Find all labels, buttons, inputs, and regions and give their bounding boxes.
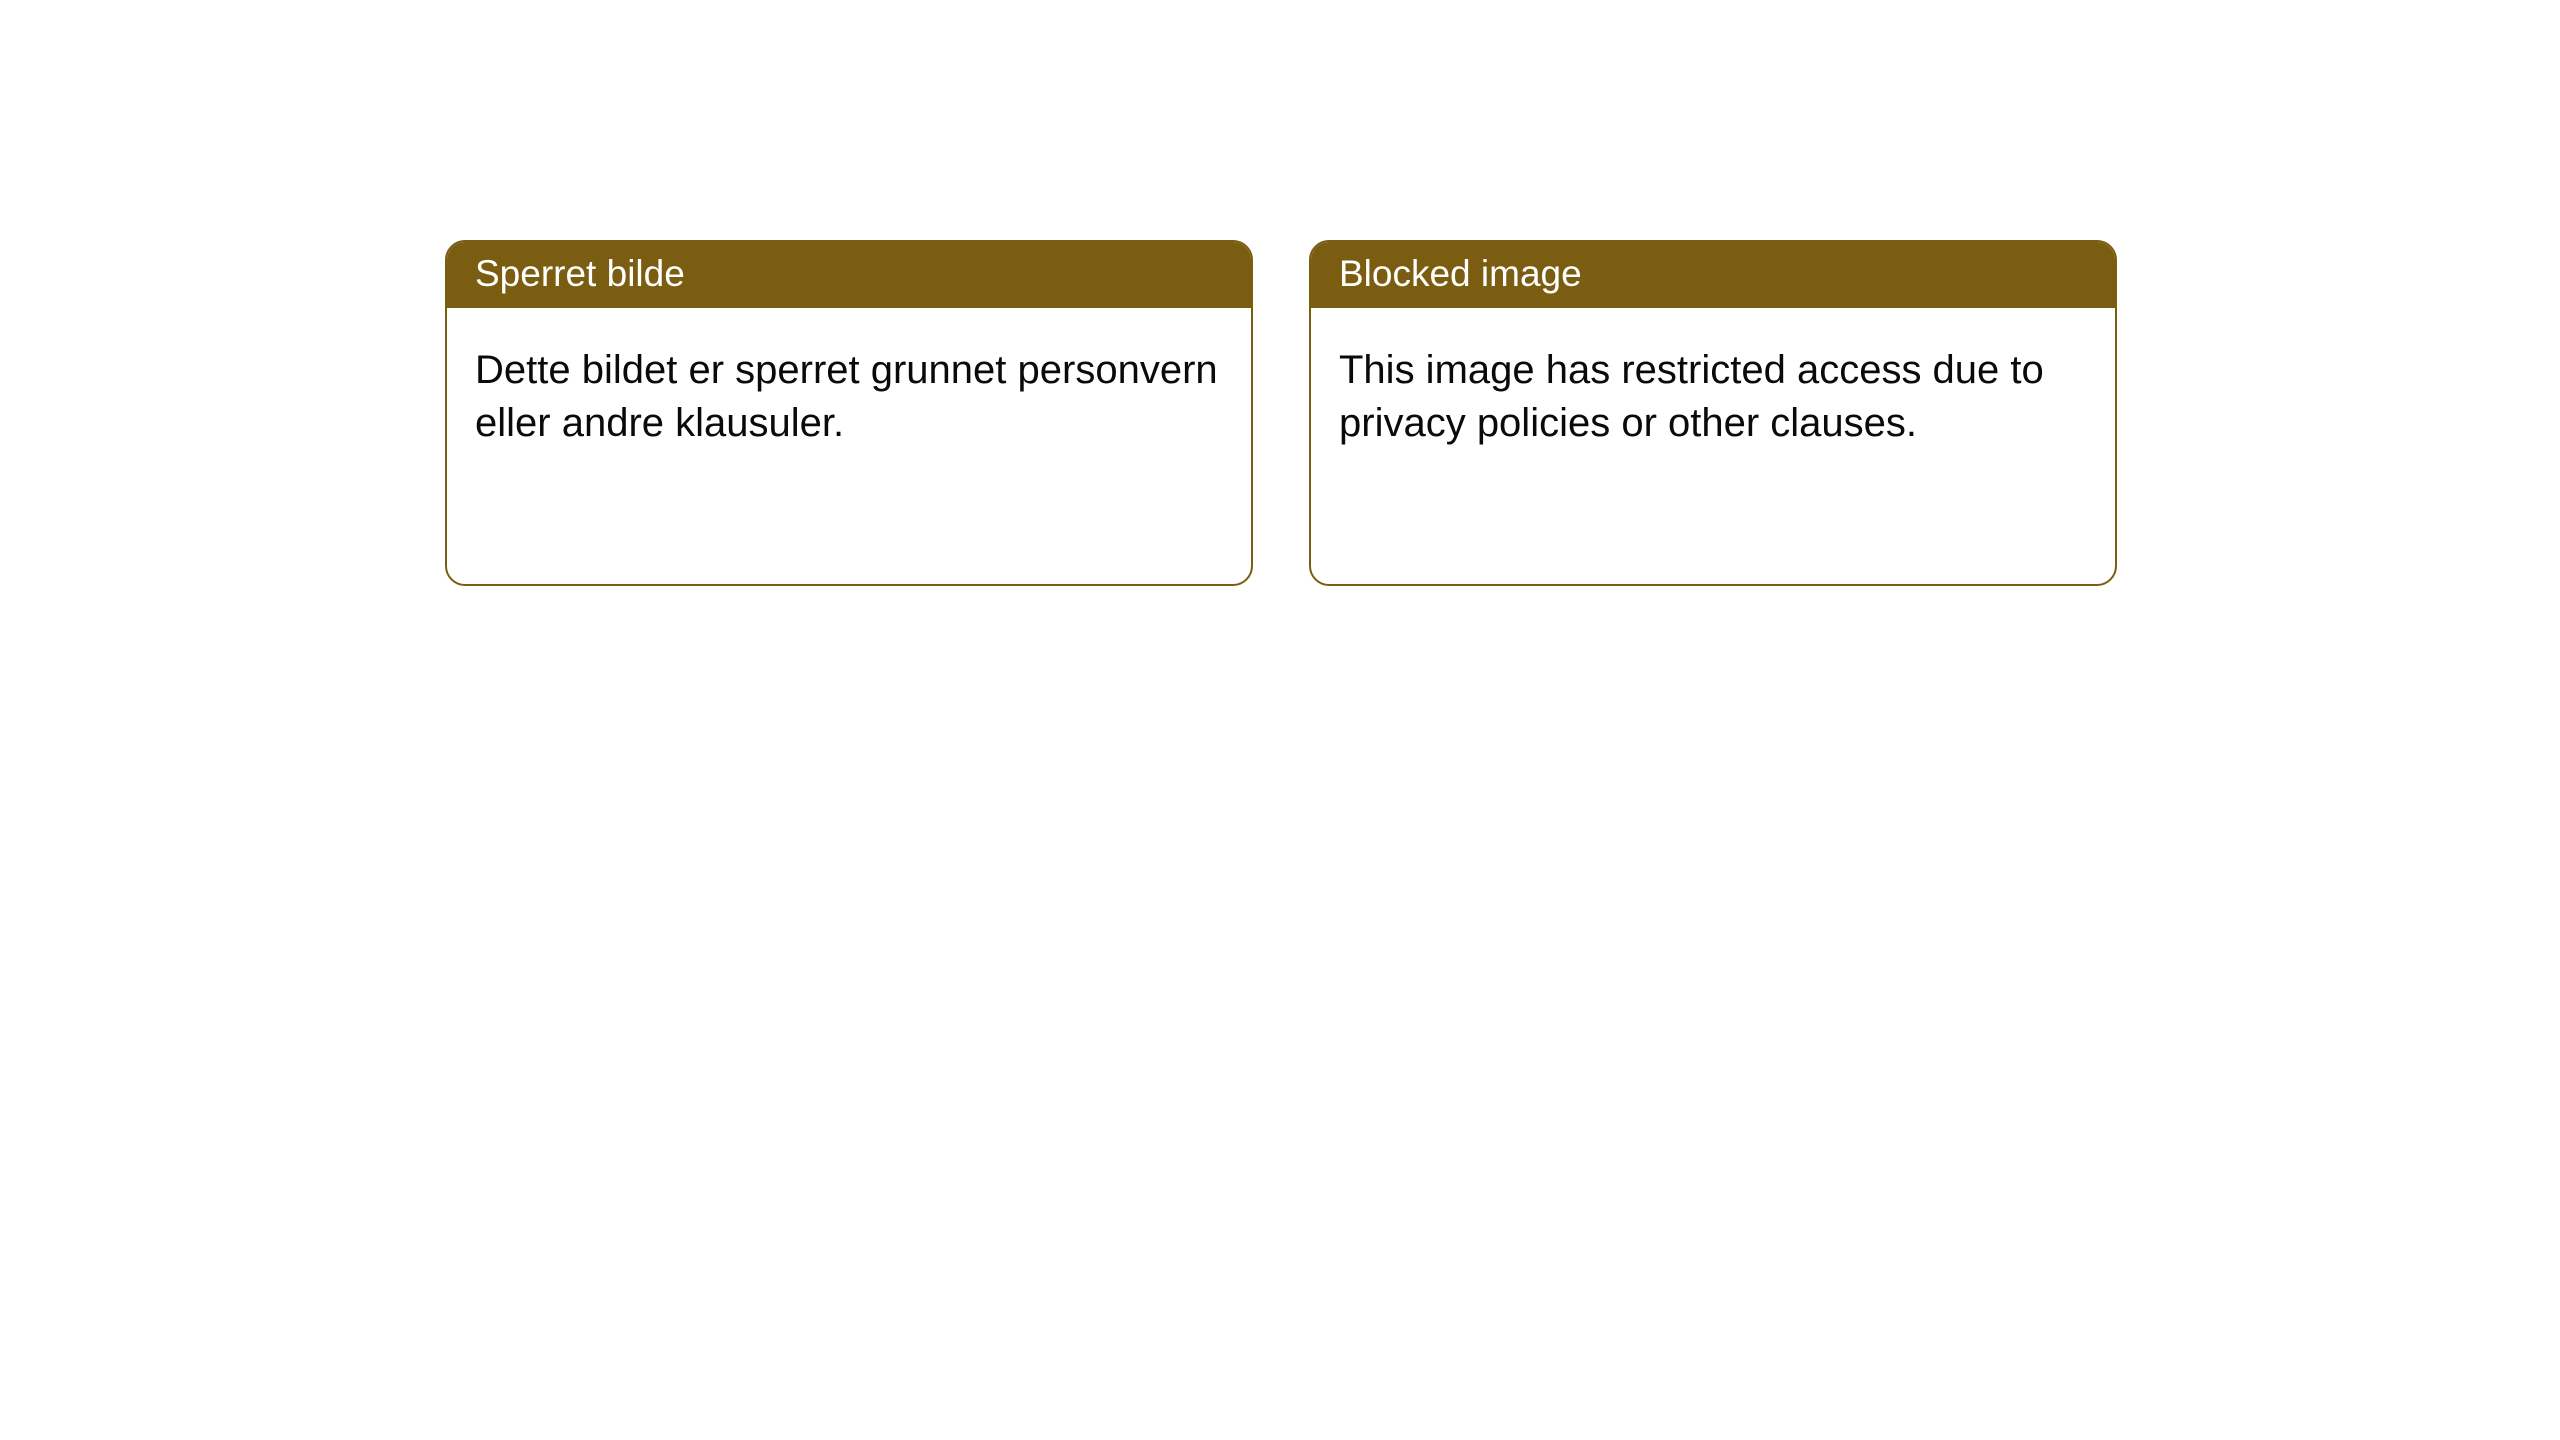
notice-body-no: Dette bildet er sperret grunnet personve… <box>447 308 1251 584</box>
notice-card-en: Blocked image This image has restricted … <box>1309 240 2117 586</box>
notice-body-en: This image has restricted access due to … <box>1311 308 2115 584</box>
notice-header-en: Blocked image <box>1311 242 2115 308</box>
notice-card-no: Sperret bilde Dette bildet er sperret gr… <box>445 240 1253 586</box>
notice-container: Sperret bilde Dette bildet er sperret gr… <box>0 0 2560 586</box>
notice-header-no: Sperret bilde <box>447 242 1251 308</box>
